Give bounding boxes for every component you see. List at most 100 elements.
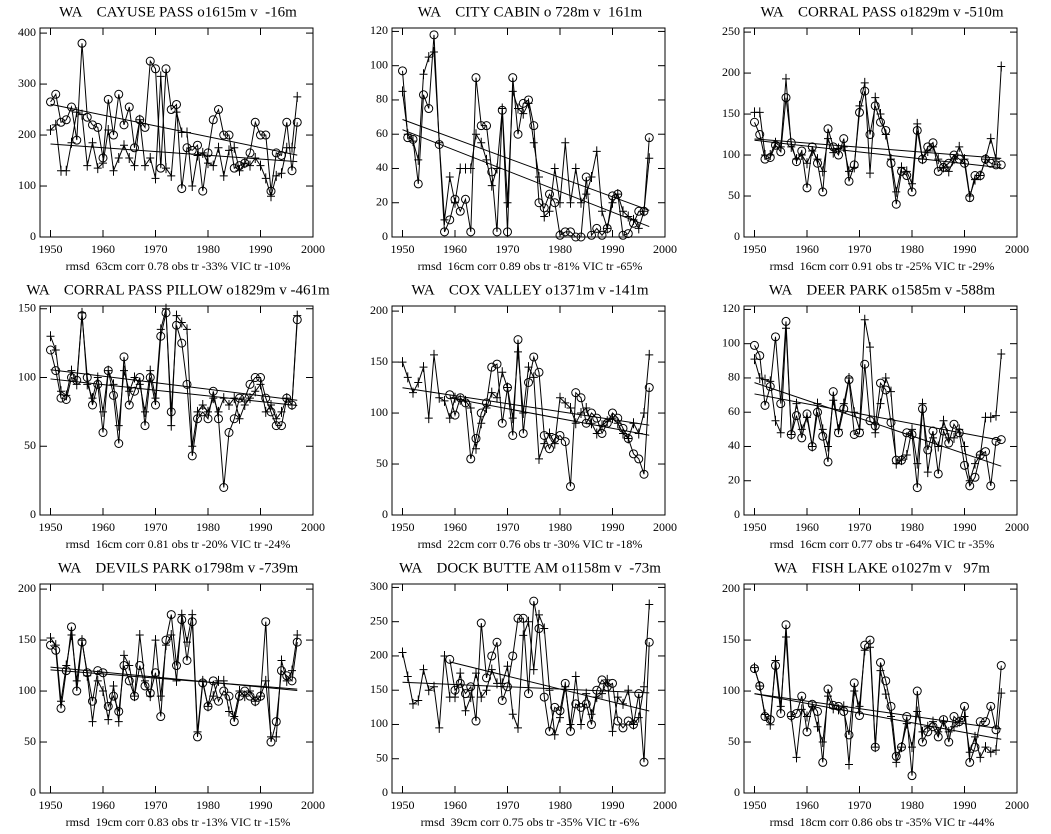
vic-marker [976, 752, 985, 763]
obs-marker [918, 737, 927, 747]
vic-marker [235, 165, 244, 176]
vic-marker [487, 180, 496, 191]
vic-marker [561, 397, 570, 408]
obs-marker [282, 117, 292, 127]
obs-marker [166, 105, 176, 115]
vic-marker [256, 160, 265, 171]
vic-marker [782, 73, 790, 84]
vic-marker [561, 681, 570, 692]
x-tick-label: 2000 [653, 520, 677, 534]
vic-marker [598, 420, 606, 431]
vic-marker [508, 86, 517, 97]
vic-marker [172, 310, 181, 321]
vic-marker [503, 197, 512, 208]
obs-marker [823, 457, 833, 467]
obs-marker [891, 199, 901, 209]
x-tick-label: 1980 [548, 242, 572, 256]
vic-marker [955, 141, 964, 152]
vic-marker [272, 413, 281, 424]
series-line [754, 319, 1002, 481]
vic-marker [240, 158, 249, 169]
obs-marker [56, 117, 66, 127]
y-tick-label: 100 [370, 405, 388, 419]
y-tick-label: 50 [24, 438, 36, 452]
obs-marker [750, 340, 759, 350]
vic-marker [929, 432, 937, 443]
vic-marker [246, 686, 254, 697]
vic-marker [146, 152, 155, 163]
vic-marker [771, 415, 780, 426]
vic-marker [430, 46, 438, 57]
vic-marker [162, 640, 170, 651]
vic-marker [472, 443, 480, 454]
obs-marker [986, 701, 996, 711]
obs-marker [529, 121, 539, 131]
vic-marker [57, 696, 65, 707]
obs-marker [261, 130, 271, 140]
obs-marker [245, 379, 255, 389]
obs-marker [413, 179, 423, 189]
obs-marker [755, 351, 765, 361]
vic-marker [918, 398, 927, 409]
obs-marker [124, 400, 134, 410]
vic-marker [860, 314, 869, 325]
vic-marker [608, 197, 617, 208]
plot-frame [743, 305, 1018, 516]
obs-marker [287, 166, 297, 176]
vic-marker [824, 133, 832, 144]
obs-marker [576, 232, 586, 242]
obs-marker [508, 651, 518, 661]
vic-marker [524, 98, 533, 109]
vic-marker [72, 107, 81, 118]
obs-marker [497, 695, 507, 705]
vic-marker [493, 392, 501, 403]
vic-marker [235, 413, 244, 424]
panel: WA DEVILS PARK o1798m v -739m rmsd 19cm c… [18, 560, 325, 828]
obs-marker [996, 661, 1006, 671]
vic-marker [866, 642, 874, 653]
x-tick-label: 2000 [301, 520, 325, 534]
vic-marker [46, 331, 55, 342]
vic-marker [640, 681, 648, 692]
vic-marker [545, 206, 554, 217]
vic-marker [923, 721, 932, 732]
obs-marker [881, 385, 891, 395]
obs-marker [219, 483, 229, 492]
x-tick-label: 2000 [301, 242, 325, 256]
vic-marker [908, 424, 916, 435]
obs-marker [229, 163, 239, 173]
vic-marker [398, 647, 407, 658]
vic-marker [114, 152, 123, 163]
vic-marker [850, 162, 859, 173]
x-tick-label: 2000 [301, 798, 325, 812]
vic-marker [51, 640, 60, 651]
x-axis-note: rmsd 63cm corr 0.78 obs tr -33% VIC tr -… [66, 259, 291, 273]
vic-marker [797, 424, 806, 435]
vic-marker [797, 704, 806, 715]
obs-marker [440, 227, 449, 237]
vic-marker [603, 416, 612, 427]
vic-marker [156, 71, 165, 82]
y-tick-label: 150 [370, 354, 388, 368]
x-tick-label: 1960 [795, 798, 819, 812]
vic-marker [78, 307, 86, 318]
vic-marker [550, 438, 559, 449]
vic-marker [225, 400, 233, 410]
obs-marker [250, 117, 260, 127]
vic-marker [577, 719, 585, 730]
vic-marker [782, 632, 790, 643]
vic-marker [219, 675, 228, 686]
x-tick-label: 1990 [249, 798, 273, 812]
vic-marker [477, 692, 486, 703]
vic-marker [619, 428, 627, 439]
vic-marker [619, 206, 627, 217]
vic-marker [198, 147, 207, 158]
obs-marker [508, 430, 518, 440]
series-line [402, 351, 650, 460]
x-tick-label: 1950 [743, 520, 767, 534]
obs-marker [109, 130, 118, 140]
vic-marker [755, 372, 764, 383]
x-tick-label: 1970 [848, 520, 872, 534]
obs-marker [398, 66, 407, 76]
series-line [50, 308, 298, 447]
